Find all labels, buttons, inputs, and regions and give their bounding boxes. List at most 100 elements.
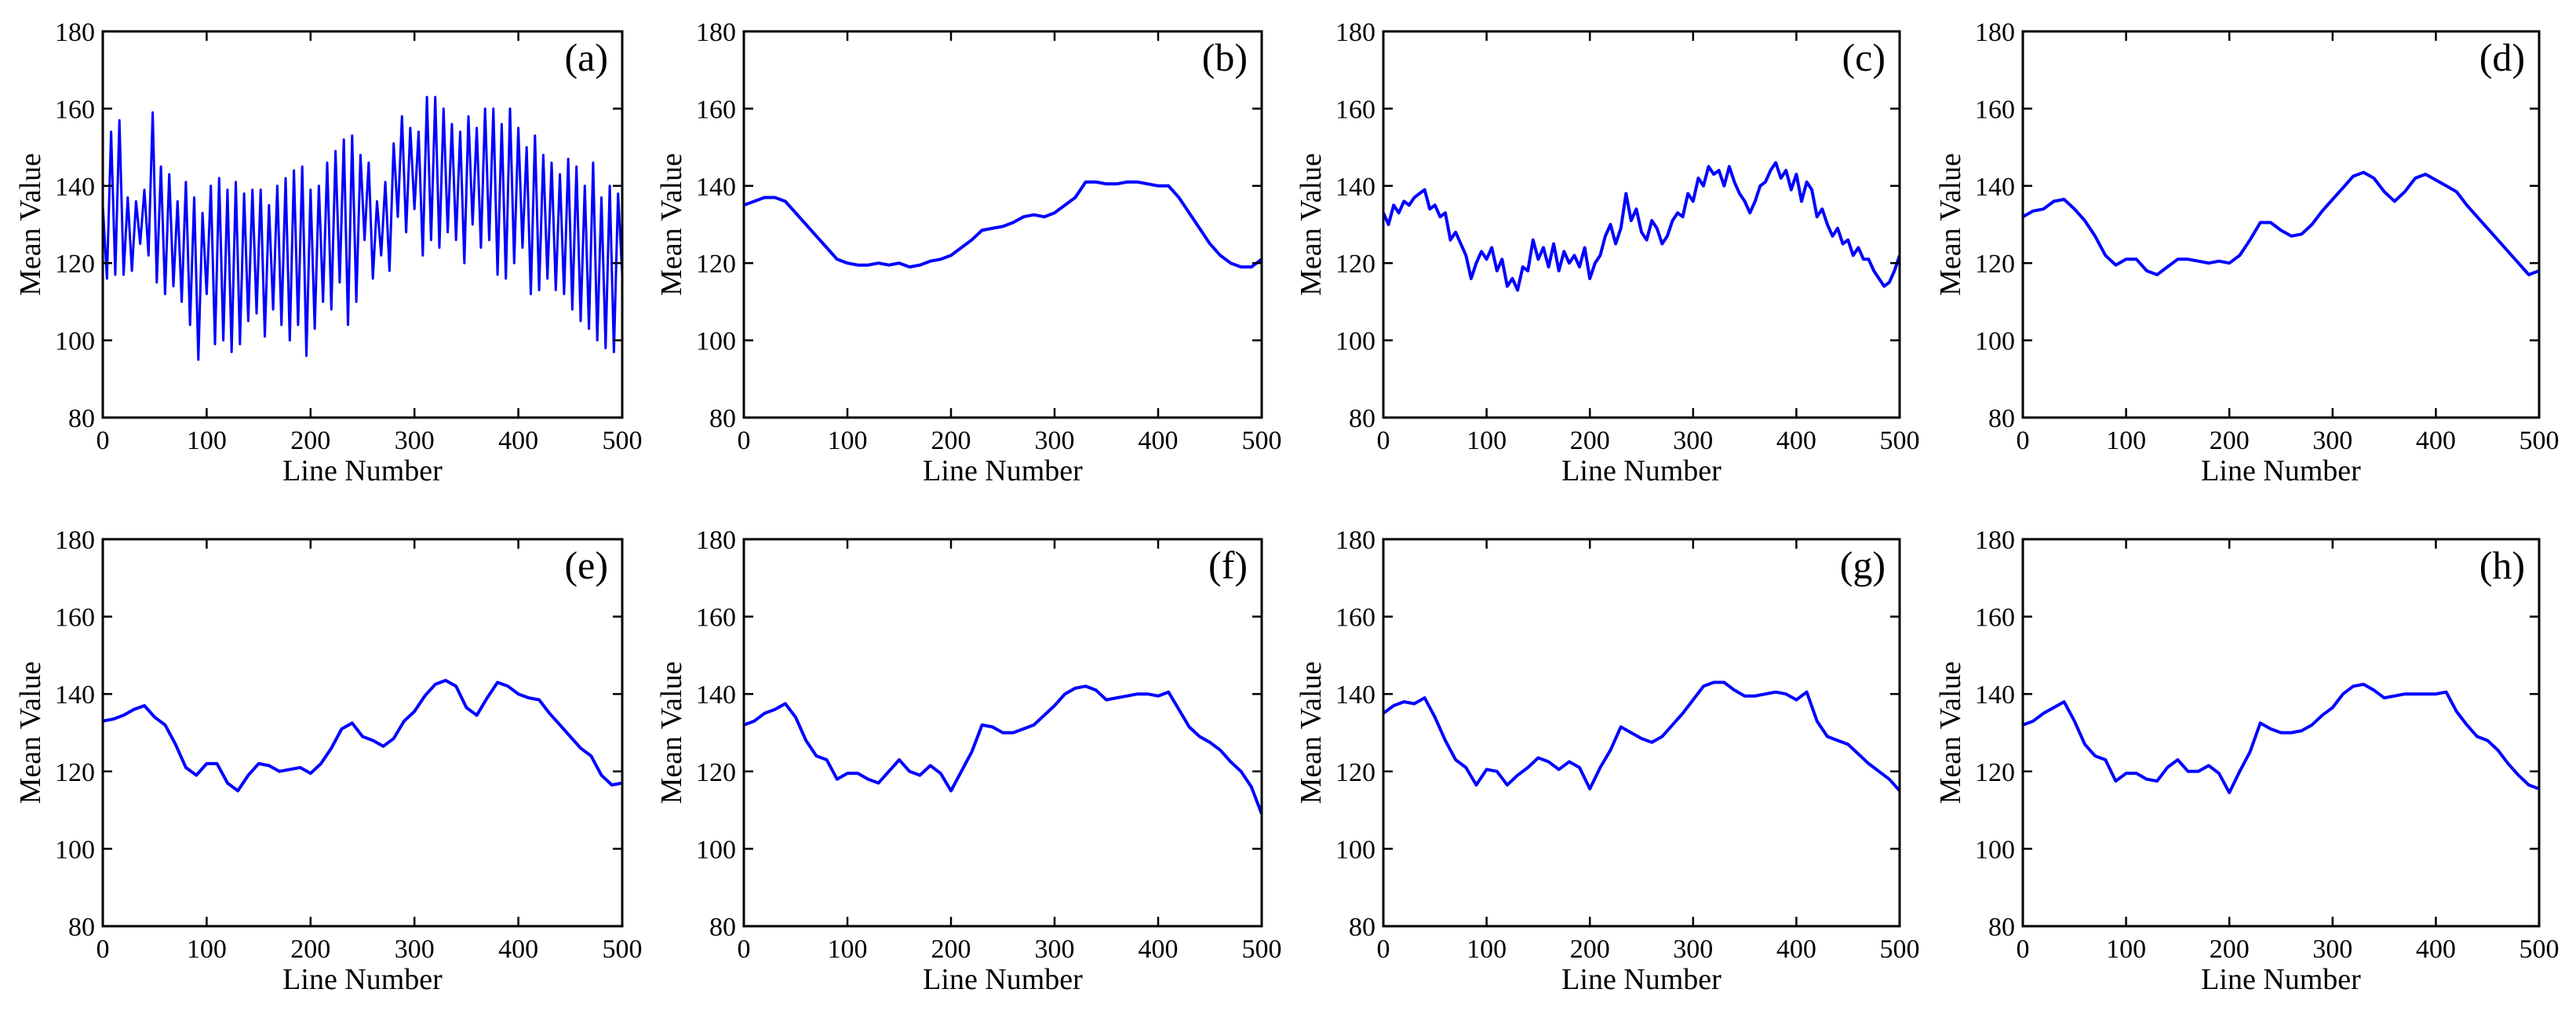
y-tick-label: 180 [1335,18,1375,47]
x-tick-label: 100 [1467,426,1507,455]
x-tick-label: 300 [1673,935,1713,964]
x-tick-label: 300 [2312,426,2352,455]
chart-panel-e: 0 100 200 300 400 500 80 100 120 140 160 180 Line Nu… [14,526,643,996]
x-tick-label: 0 [97,426,110,455]
x-axis-label: Line Number [1561,454,1722,487]
x-tick-label: 0 [2017,935,2030,964]
y-tick-label: 180 [1335,526,1375,555]
x-tick-label: 300 [2312,935,2352,964]
y-tick-label: 180 [696,18,736,47]
data-series-line [1383,681,1900,792]
x-tick-label: 100 [2106,426,2146,455]
y-tick-label: 120 [1335,758,1375,787]
data-series-line [744,180,1262,269]
x-tick-label: 0 [738,935,751,964]
data-series-line [103,678,622,793]
y-axis-label: Mean Value [1295,153,1328,296]
y-tick-label: 120 [1975,250,2015,279]
y-tick-label: 100 [1335,327,1375,356]
x-tick-label: 300 [395,935,435,964]
data-series-line [1383,161,1900,292]
y-tick-label: 160 [696,604,736,633]
x-tick-label: 0 [2017,426,2030,455]
x-tick-label: 500 [1880,935,1920,964]
y-tick-label: 100 [1335,835,1375,864]
x-tick-label: 400 [1776,935,1816,964]
y-tick-label: 160 [1335,604,1375,633]
y-tick-label: 160 [55,604,95,633]
x-axis-label: Line Number [282,454,443,487]
panel-label: (c) [1842,35,1886,79]
y-axis-label: Mean Value [1934,662,1967,805]
axes-box [1382,538,1901,928]
x-axis-label: Line Number [282,963,443,996]
axes-box [1382,30,1901,419]
x-tick-label: 200 [290,935,330,964]
y-tick-label: 180 [55,18,95,47]
data-series-line [2023,682,2539,794]
x-tick-label: 500 [1880,426,1920,455]
panel-label: (d) [2479,35,2525,79]
y-tick-label: 80 [709,404,736,433]
y-tick-label: 180 [55,526,95,555]
x-tick-label: 100 [187,426,227,455]
data-series-line [103,96,622,361]
x-axis-label: Line Number [2201,454,2361,487]
chart-panel-b: 0 100 200 300 400 500 80 100 120 140 160 180 Line Nu… [655,18,1282,487]
y-tick-label: 180 [1975,18,2015,47]
x-tick-label: 400 [1139,935,1179,964]
chart-panel-g: 0 100 200 300 400 500 80 100 120 140 160 180 Line Nu… [1295,526,1920,996]
y-tick-label: 120 [1975,758,2015,787]
y-tick-label: 80 [68,913,95,942]
x-tick-label: 300 [1673,426,1713,455]
x-tick-label: 0 [1377,426,1390,455]
x-axis-label: Line Number [1561,963,1722,996]
panel-label: (f) [1208,543,1248,587]
y-tick-label: 100 [55,327,95,356]
x-tick-label: 0 [738,426,751,455]
x-tick-label: 200 [290,426,330,455]
y-axis-label: Mean Value [1934,153,1967,296]
x-tick-label: 400 [1139,426,1179,455]
y-axis-label: Mean Value [14,662,47,805]
panel-label: (h) [2479,543,2525,587]
x-tick-label: 100 [2106,935,2146,964]
chart-panel-c: 0 100 200 300 400 500 80 100 120 140 160 180 Line Nu… [1295,18,1920,487]
x-tick-label: 100 [828,935,868,964]
x-tick-label: 500 [603,935,643,964]
y-tick-label: 140 [1975,173,2015,202]
y-tick-label: 80 [1349,404,1375,433]
y-tick-label: 80 [1988,913,2015,942]
y-tick-label: 100 [1975,327,2015,356]
chart-panel-a: 0 100 200 300 400 500 80 100 120 140 160 180 Line Nu… [14,18,643,487]
x-tick-label: 200 [2210,935,2250,964]
y-tick-label: 140 [1975,681,2015,710]
x-tick-label: 300 [1035,935,1075,964]
panel-label: (a) [565,35,609,79]
y-tick-label: 140 [55,681,95,710]
x-tick-label: 200 [2210,426,2250,455]
y-tick-label: 180 [1975,526,2015,555]
y-tick-label: 160 [1975,95,2015,124]
axes-box [2021,538,2541,928]
y-tick-label: 80 [709,913,736,942]
y-tick-label: 80 [1988,404,2015,433]
y-tick-label: 100 [55,835,95,864]
axes-box [101,30,624,419]
y-axis-label: Mean Value [655,153,688,296]
y-tick-label: 120 [696,758,736,787]
y-tick-label: 120 [55,758,95,787]
x-tick-label: 400 [2416,426,2456,455]
x-tick-label: 200 [1570,426,1610,455]
x-tick-label: 200 [1570,935,1610,964]
y-tick-label: 100 [696,327,736,356]
x-tick-label: 400 [1776,426,1816,455]
x-tick-label: 200 [931,935,971,964]
x-tick-label: 400 [498,426,538,455]
panel-label: (e) [565,543,609,587]
y-tick-label: 140 [696,173,736,202]
y-axis-label: Mean Value [655,662,688,805]
chart-panel-h: 0 100 200 300 400 500 80 100 120 140 160 180 Line Nu… [1934,526,2560,996]
data-series-line [2023,170,2539,276]
y-tick-label: 140 [1335,681,1375,710]
